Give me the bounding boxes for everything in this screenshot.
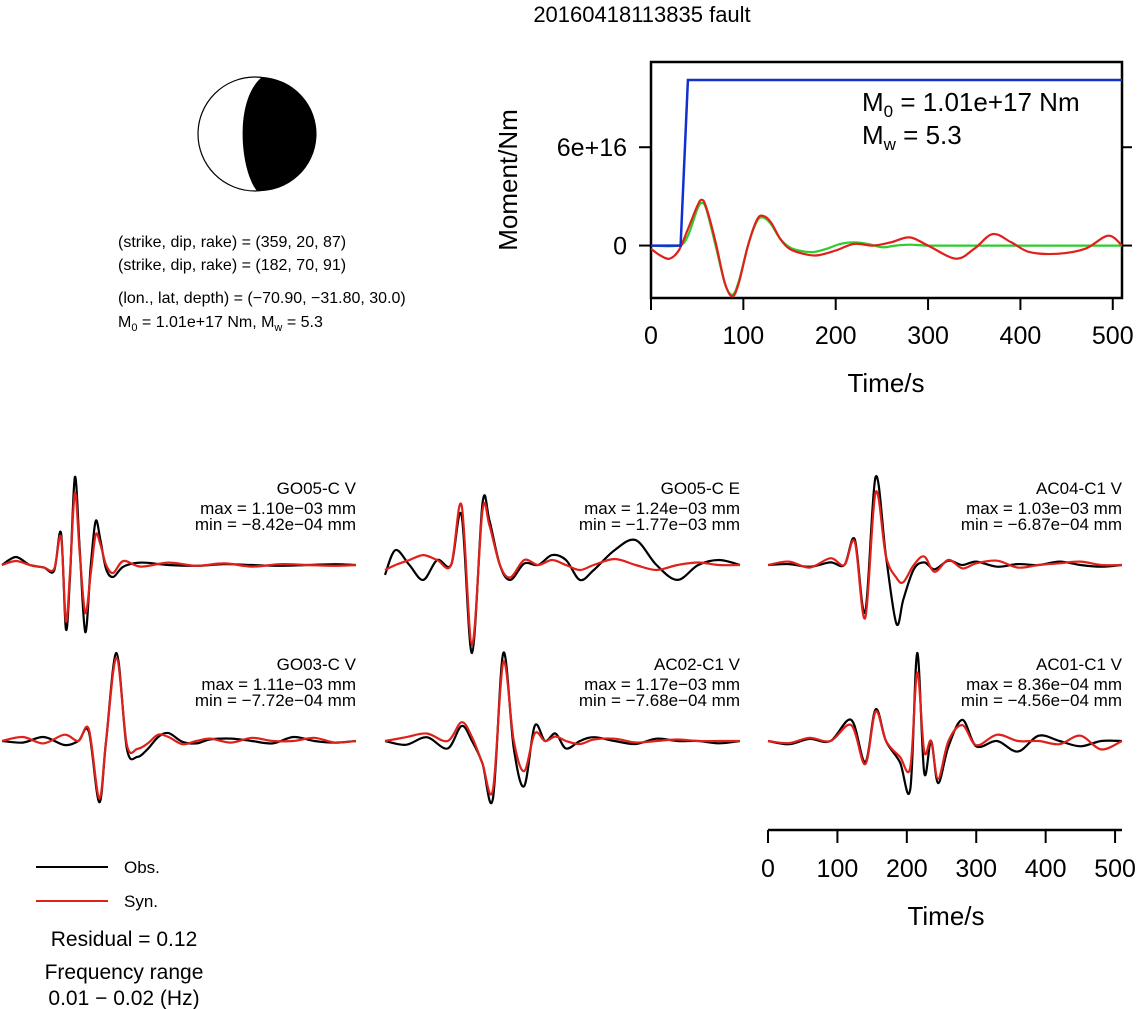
moment-series-waveform-green: [650, 201, 1122, 296]
waveform-max-label: max = 1.03e−03 mm: [966, 499, 1122, 518]
moment-x-tick-label: 100: [722, 322, 764, 350]
frequency-range-label: Frequency range: [45, 961, 204, 984]
waveform-max-label: max = 1.10e−03 mm: [200, 499, 356, 518]
moment-plot-ylabel: Moment/Nm: [493, 109, 523, 251]
waveform-min-label: min = −8.42e−04 mm: [195, 515, 356, 534]
waveform-min-label: min = −4.56e−04 mm: [961, 691, 1122, 710]
moment-series-waveform-red: [650, 198, 1123, 298]
waveform-time-axis-ticks: 0 100 200 300 400 500: [761, 830, 1136, 883]
waveform-syn-trace: [767, 671, 1123, 781]
mw-summary-rest: = 5.3: [282, 314, 323, 331]
moment-summary: M0 = 1.01e+17 Nm, Mw = 5.3: [118, 314, 323, 334]
legend: Obs. Syn.: [36, 858, 160, 911]
moment-plot-y-axis: 0 6e+16: [557, 134, 1132, 261]
mw-annotation-rest: = 5.3: [896, 120, 962, 150]
page-title: 20160418113835 fault: [533, 2, 750, 27]
waveform-station-label: AC02-C1 V: [654, 655, 741, 674]
waveform-max-label: max = 1.17e−03 mm: [584, 675, 740, 694]
waveform-syn-trace: [767, 490, 1123, 620]
waveform-time-tick-label: 300: [955, 855, 997, 883]
moment-x-tick-label: 200: [815, 322, 857, 350]
moment-y-tick-label: 6e+16: [557, 134, 627, 162]
waveform-station-label: GO03-C V: [277, 655, 357, 674]
nodal-plane-2: (strike, dip, rake) = (182, 70, 91): [118, 257, 346, 274]
moment-plot-frame: [649, 60, 1124, 300]
moment-plot-mw-annotation: Mw = 5.3: [862, 120, 962, 154]
moment-summary-sub: 0: [131, 322, 137, 334]
m0-annotation-sub: 0: [884, 102, 893, 121]
beachball-compression-quadrant: [242, 77, 317, 192]
waveform-station-label: GO05-C V: [277, 479, 357, 498]
waveform-station-label: GO05-C E: [661, 479, 740, 498]
waveform-syn-trace: [1, 656, 357, 800]
waveform-time-axis: 0 100 200 300 400 500 Time/s: [761, 828, 1136, 931]
waveform-obs-trace: [384, 651, 741, 804]
moment-plot-lines: [650, 78, 1123, 298]
moment-y-tick-label: 0: [613, 233, 627, 261]
focal-mechanism-beachball: [197, 76, 317, 192]
mw-annotation-prefix: M: [862, 120, 884, 150]
mw-annotation-sub: w: [883, 135, 897, 154]
moment-x-tick-label: 0: [644, 322, 658, 350]
moment-x-tick-label: 300: [907, 322, 949, 350]
waveform-max-label: max = 1.11e−03 mm: [201, 675, 356, 694]
legend-syn-label: Syn.: [124, 892, 158, 911]
waveform-max-label: max = 1.24e−03 mm: [584, 499, 740, 518]
waveform-min-label: min = −7.68e−04 mm: [579, 691, 740, 710]
waveform-time-tick-label: 400: [1025, 855, 1067, 883]
waveform-station-label: AC01-C1 V: [1036, 655, 1123, 674]
waveform-station-label: AC04-C1 V: [1036, 479, 1123, 498]
waveform-obs-trace: [767, 651, 1123, 795]
residual-label: Residual = 0.12: [51, 928, 198, 951]
waveform-time-axis-label: Time/s: [907, 901, 984, 931]
moment-series-moment-function: [651, 78, 1122, 247]
frequency-range-value: 0.01 − 0.02 (Hz): [48, 987, 199, 1009]
moment-plot: 0 6e+16 0 100 200 300 400 500 Moment/Nm Time/s…: [493, 60, 1134, 398]
focal-mechanism-info: (strike, dip, rake) = (359, 20, 87) (str…: [118, 234, 406, 334]
waveform-time-tick-label: 0: [761, 855, 775, 883]
mw-summary-sub: w: [273, 322, 282, 334]
waveform-min-label: min = −7.72e−04 mm: [195, 691, 356, 710]
moment-plot-x-axis: 0 100 200 300 400 500: [644, 298, 1134, 350]
moment-summary-rest: = 1.01e+17 Nm, M: [137, 314, 274, 331]
legend-obs-label: Obs.: [124, 858, 160, 877]
nodal-plane-1: (strike, dip, rake) = (359, 20, 87): [118, 234, 346, 251]
moment-x-tick-label: 500: [1092, 322, 1134, 350]
waveform-syn-trace: [384, 660, 740, 796]
waveform-min-label: min = −6.87e−04 mm: [961, 515, 1122, 534]
moment-x-tick-label: 400: [1000, 322, 1042, 350]
waveform-syn-trace: [384, 501, 741, 646]
moment-summary-prefix: M: [118, 314, 131, 331]
m0-annotation-prefix: M: [862, 87, 884, 117]
moment-plot-xlabel: Time/s: [847, 368, 924, 398]
m0-annotation-rest: = 1.01e+17 Nm: [893, 87, 1079, 117]
waveform-min-label: min = −1.77e−03 mm: [579, 515, 740, 534]
waveform-time-tick-label: 100: [817, 855, 859, 883]
waveform-syn-trace: [1, 491, 357, 623]
hypocenter-location: (lon., lat, depth) = (−70.90, −31.80, 30…: [118, 290, 406, 307]
moment-plot-m0-annotation: M0 = 1.01e+17 Nm: [862, 87, 1080, 121]
waveform-time-tick-label: 500: [1094, 855, 1136, 883]
waveform-max-label: max = 8.36e−04 mm: [966, 675, 1122, 694]
waveform-time-tick-label: 200: [886, 855, 928, 883]
